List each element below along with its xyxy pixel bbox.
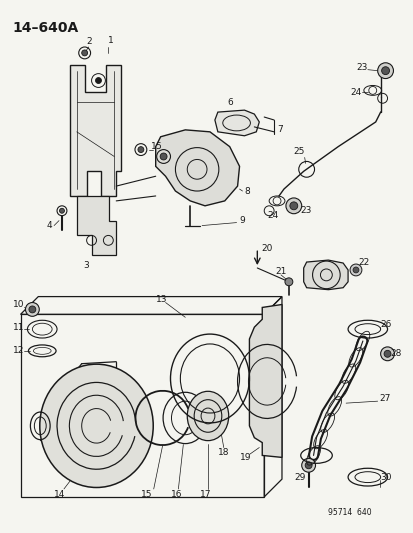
Circle shape	[381, 67, 389, 75]
Circle shape	[160, 153, 166, 160]
Circle shape	[380, 347, 394, 361]
Polygon shape	[303, 260, 347, 289]
Text: 17: 17	[199, 490, 211, 499]
Text: 20: 20	[261, 244, 272, 253]
Polygon shape	[214, 110, 259, 136]
Text: 13: 13	[155, 295, 167, 304]
Text: 19: 19	[239, 453, 250, 462]
Circle shape	[81, 50, 88, 56]
Text: 95714  640: 95714 640	[328, 507, 371, 516]
Circle shape	[383, 350, 390, 357]
Text: 1: 1	[108, 36, 114, 45]
Circle shape	[29, 306, 36, 313]
Text: 27: 27	[379, 394, 390, 403]
Polygon shape	[76, 196, 116, 255]
Text: 10: 10	[13, 300, 24, 309]
Circle shape	[349, 264, 361, 276]
Text: 24: 24	[349, 88, 361, 97]
Circle shape	[285, 198, 301, 214]
Text: 26: 26	[380, 320, 391, 329]
Ellipse shape	[40, 364, 153, 488]
Text: 11: 11	[13, 322, 24, 332]
Text: 9: 9	[239, 216, 245, 225]
Text: 16: 16	[170, 490, 182, 499]
Text: 8: 8	[244, 187, 249, 196]
Text: 14–640A: 14–640A	[13, 21, 79, 35]
Text: 25: 25	[293, 147, 304, 156]
Circle shape	[59, 208, 64, 213]
Circle shape	[284, 278, 292, 286]
Text: 28: 28	[389, 349, 401, 358]
Text: 3: 3	[83, 261, 89, 270]
Text: 24: 24	[266, 211, 278, 220]
Text: 2: 2	[86, 37, 92, 45]
Text: 23: 23	[355, 63, 366, 72]
Text: 18: 18	[217, 448, 229, 457]
Text: 5: 5	[155, 142, 161, 151]
Text: 30: 30	[380, 473, 391, 482]
Text: 6: 6	[227, 98, 233, 107]
Ellipse shape	[187, 391, 228, 441]
Text: 14: 14	[54, 490, 65, 499]
Circle shape	[377, 63, 392, 78]
Circle shape	[95, 78, 101, 84]
Text: 7: 7	[276, 125, 282, 134]
Circle shape	[304, 462, 311, 469]
Text: 1: 1	[150, 142, 156, 151]
Circle shape	[138, 147, 143, 152]
Text: 21: 21	[274, 268, 286, 277]
Polygon shape	[70, 64, 121, 196]
Polygon shape	[249, 304, 281, 457]
Text: 4: 4	[46, 221, 52, 230]
Text: 29: 29	[294, 473, 306, 482]
Circle shape	[289, 202, 297, 210]
Text: 12: 12	[13, 346, 24, 356]
Polygon shape	[155, 130, 239, 206]
Text: 22: 22	[357, 257, 368, 266]
Circle shape	[352, 267, 358, 273]
Circle shape	[301, 458, 315, 472]
Text: 23: 23	[300, 206, 311, 215]
Circle shape	[26, 303, 39, 316]
Text: 15: 15	[140, 490, 152, 499]
